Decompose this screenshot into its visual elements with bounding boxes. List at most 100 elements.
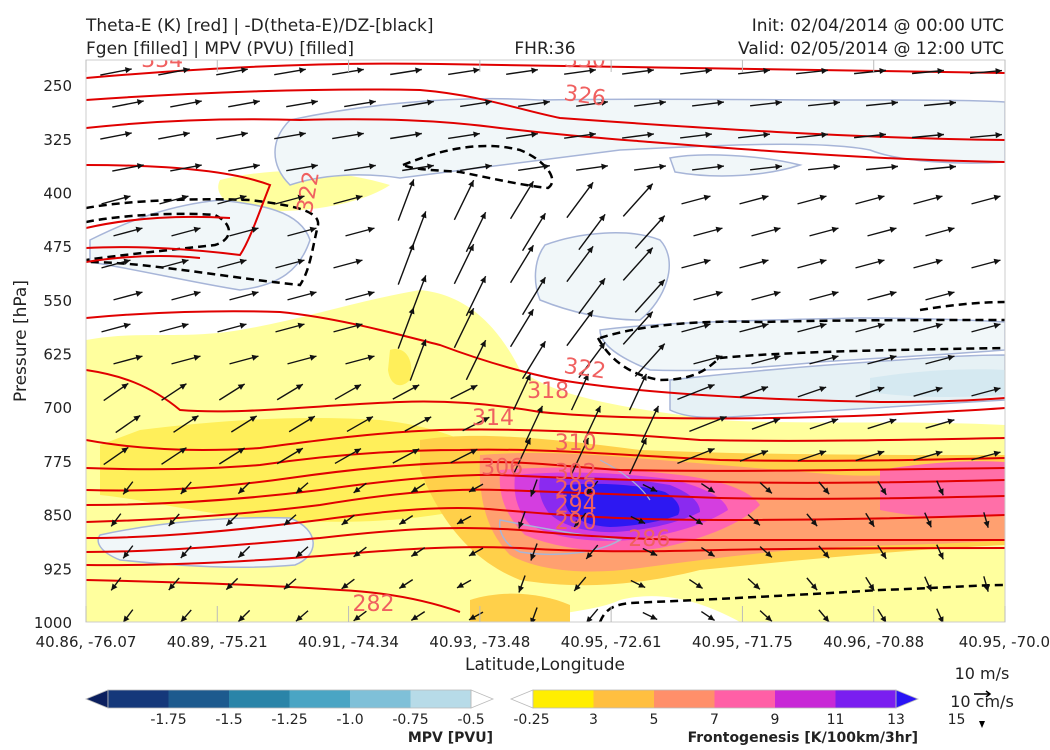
wind-vector xyxy=(855,258,885,269)
wind-vector xyxy=(700,546,716,558)
wind-vector xyxy=(585,480,599,496)
wind-vector xyxy=(518,511,526,529)
wind-vector xyxy=(334,447,362,465)
wind-vector xyxy=(228,99,260,108)
wind-vector xyxy=(344,99,376,108)
wind-vector xyxy=(168,513,180,527)
colorbar-frame xyxy=(532,689,897,709)
wind-vector xyxy=(334,383,362,401)
wind-vector xyxy=(346,415,374,433)
wind-vector xyxy=(101,194,131,205)
theta-e-label: 310 xyxy=(555,431,597,456)
wind-vector xyxy=(274,131,306,140)
wind-vector xyxy=(854,131,886,139)
x-tick-label: 40.86, -76.07 xyxy=(36,633,137,651)
wind-vector xyxy=(158,67,190,76)
wind-vector xyxy=(521,212,547,252)
wind-vector xyxy=(809,226,839,237)
wind-vector xyxy=(677,447,715,465)
theta-e-label: 306 xyxy=(481,455,523,480)
wind-vector xyxy=(739,258,769,269)
wind-vector xyxy=(747,578,761,590)
wind-vector xyxy=(225,513,239,527)
y-tick-label: 250 xyxy=(43,77,72,95)
wind-vector xyxy=(288,415,316,433)
init-time: Init: 02/04/2014 @ 00:00 UTC xyxy=(752,16,1004,36)
wind-vector xyxy=(122,545,134,559)
x-tick-label: 40.91, -74.34 xyxy=(298,633,399,651)
wind-vector xyxy=(688,578,704,590)
wind-vector xyxy=(692,99,724,107)
wind-vector xyxy=(747,514,761,526)
wind-vector xyxy=(913,258,943,269)
wind-vector xyxy=(628,437,648,475)
wind-vector xyxy=(797,450,827,462)
colorbar-segment xyxy=(350,690,411,708)
wind-vector xyxy=(341,514,355,526)
wind-vector xyxy=(634,343,666,377)
wind-vector xyxy=(759,482,773,494)
wind-vector xyxy=(410,547,426,557)
wind-vector xyxy=(180,545,192,559)
wind-vector xyxy=(867,290,897,301)
wind-vector xyxy=(818,545,830,559)
wind-vector xyxy=(170,99,202,108)
wind-vector xyxy=(509,180,535,220)
colorbar-tick-label: 15 xyxy=(948,712,966,728)
x-tick-label: 40.95, -72.61 xyxy=(561,633,662,651)
colorbar-segment xyxy=(654,690,715,708)
wind-vector xyxy=(796,131,828,139)
colorbar-tick-label: -1.5 xyxy=(215,712,242,728)
wind-vector xyxy=(171,290,201,301)
wind-vector xyxy=(171,354,201,365)
wind-vector xyxy=(397,243,415,285)
wind-vector xyxy=(295,482,309,494)
wind-vector xyxy=(353,482,367,494)
wind-vector xyxy=(677,383,715,401)
wind-vector xyxy=(877,608,887,622)
wind-vector xyxy=(113,354,143,365)
wind-vector xyxy=(564,67,596,75)
wind-vector xyxy=(283,578,297,590)
wind-vector xyxy=(228,163,260,172)
wind-vector xyxy=(103,446,129,466)
wind-vector xyxy=(913,386,943,397)
wind-vector xyxy=(576,163,608,171)
wind-vector xyxy=(630,579,646,589)
y-tick-label: 775 xyxy=(43,453,72,471)
wind-vector xyxy=(295,546,309,558)
wind-vector xyxy=(818,609,830,622)
colorbar-segment xyxy=(593,690,655,708)
wind-vector xyxy=(283,514,297,526)
wind-vector xyxy=(410,483,426,493)
y-tick-label: 325 xyxy=(43,131,72,149)
wind-vector xyxy=(230,415,258,433)
wind-vector xyxy=(341,578,355,590)
wind-vector xyxy=(924,164,956,171)
wind-vector xyxy=(642,547,658,557)
colorbar-tick-label: -0.75 xyxy=(392,712,428,728)
wind-vector xyxy=(634,163,666,171)
theta-e-label: 314 xyxy=(472,406,514,431)
wind-vector xyxy=(506,67,538,75)
theta-e-label: 298 xyxy=(555,478,597,503)
wind-vector xyxy=(983,512,990,528)
wind-vector xyxy=(925,226,955,237)
wind-vector xyxy=(866,99,898,107)
wind-reference-arrowhead xyxy=(985,690,992,698)
wind-vector xyxy=(218,447,246,465)
wind-vector xyxy=(275,258,305,269)
wind-vector xyxy=(759,546,773,558)
wind-vector xyxy=(866,163,898,171)
wind-vector xyxy=(738,131,770,139)
theta-e-label: 326 xyxy=(562,81,607,112)
wind-vector xyxy=(642,483,658,493)
wind-vector xyxy=(287,226,317,237)
colorbar-tick-label: 7 xyxy=(710,712,719,728)
wind-vector xyxy=(398,515,414,525)
wind-vector xyxy=(101,322,131,333)
x-tick-label: 40.93, -73.48 xyxy=(429,633,530,651)
colorbar-tick-label: 9 xyxy=(771,712,780,728)
colorbar-tick-label: -1.0 xyxy=(336,712,363,728)
